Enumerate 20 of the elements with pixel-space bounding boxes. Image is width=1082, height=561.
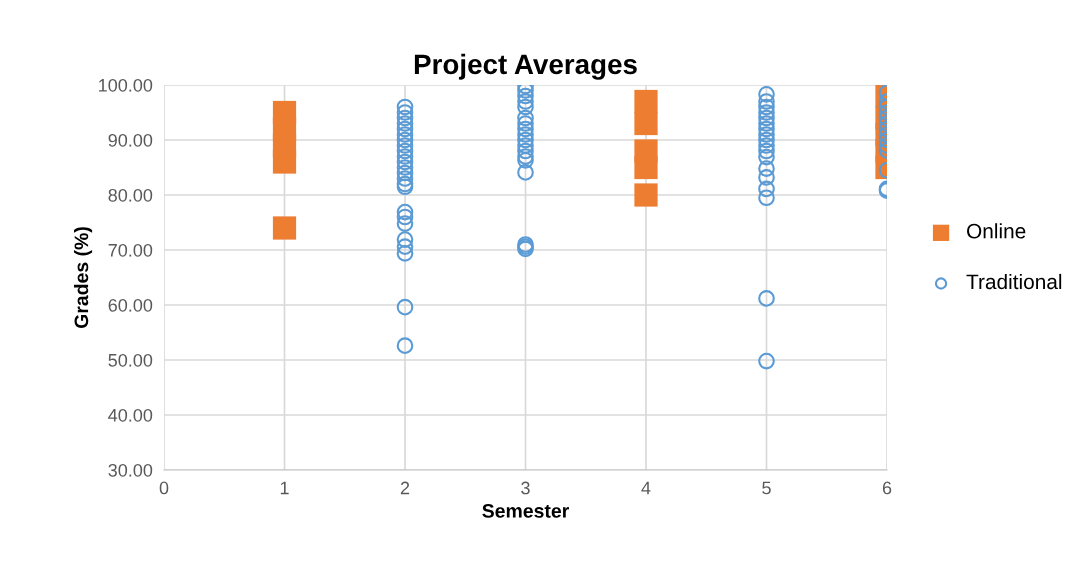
x-tick-label: 1 <box>280 481 289 495</box>
x-axis-title: Semester <box>482 504 569 518</box>
y-tick-label: 50.00 <box>108 353 153 367</box>
y-tick-label: 80.00 <box>108 188 153 202</box>
x-tick-label: 0 <box>159 481 169 495</box>
chart-title: Project Averages <box>414 53 637 80</box>
x-tick-label: 4 <box>641 481 651 495</box>
x-tick-label: 6 <box>882 481 892 495</box>
y-tick-label: 30.00 <box>108 463 153 477</box>
y-tick-label: 60.00 <box>108 298 153 312</box>
y-axis-title: Grades (%) <box>73 227 93 329</box>
x-tick-label: 3 <box>521 481 530 495</box>
y-tick-label: 70.00 <box>108 243 153 257</box>
legend-label: Online <box>967 223 1026 239</box>
x-tick-label: 5 <box>762 481 771 495</box>
x-tick-label: 2 <box>400 481 410 495</box>
legend-label: Traditional <box>966 273 1062 290</box>
y-tick-label: 100.00 <box>99 78 153 92</box>
y-tick-label: 40.00 <box>108 408 153 422</box>
y-tick-label: 90.00 <box>108 133 153 147</box>
